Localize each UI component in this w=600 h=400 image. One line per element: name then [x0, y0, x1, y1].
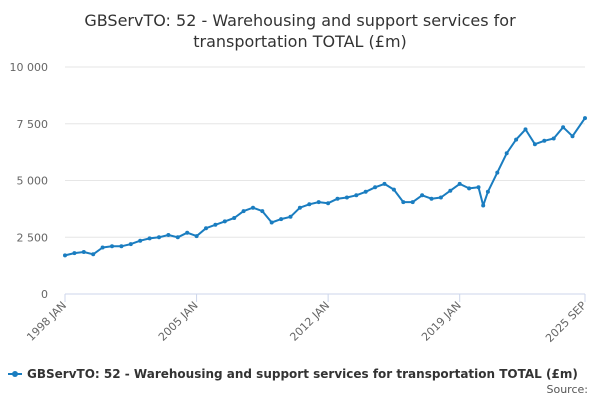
series-line [64, 117, 586, 257]
data-point[interactable] [260, 209, 265, 214]
y-tick-label: 5 000 [17, 175, 49, 188]
x-tick-label: 2025 SEP [543, 299, 589, 345]
data-point[interactable] [91, 252, 96, 257]
data-point[interactable] [514, 137, 519, 142]
data-point[interactable] [269, 220, 274, 225]
x-tick-label: 2005 JAN [156, 299, 201, 344]
data-point[interactable] [354, 193, 359, 198]
data-point[interactable] [119, 244, 124, 249]
data-point[interactable] [194, 234, 199, 239]
data-point[interactable] [307, 202, 312, 207]
legend-marker-icon [12, 371, 18, 377]
data-point[interactable] [373, 185, 378, 190]
data-point[interactable] [288, 214, 293, 219]
data-point[interactable] [401, 200, 406, 205]
data-point[interactable] [382, 181, 387, 186]
data-point[interactable] [335, 196, 340, 201]
data-point[interactable] [561, 125, 566, 130]
y-tick-label: 7 500 [17, 118, 49, 131]
data-point[interactable] [542, 138, 547, 143]
data-point[interactable] [100, 245, 105, 250]
y-axis-ticks: 0 2 500 5 000 7 500 10 000 [10, 61, 49, 301]
y-tick-label: 2 500 [17, 231, 49, 244]
data-point[interactable] [241, 209, 246, 214]
data-point[interactable] [222, 219, 227, 224]
data-point[interactable] [110, 244, 114, 249]
data-point[interactable] [485, 189, 490, 194]
data-point[interactable] [138, 238, 143, 243]
data-point[interactable] [175, 235, 180, 240]
data-point[interactable] [476, 185, 481, 190]
x-axis: 1998 JAN 2005 JAN 2012 JAN 2019 JAN 2025 SEP [24, 293, 589, 345]
data-point[interactable] [232, 216, 237, 220]
data-point[interactable] [481, 203, 486, 208]
data-point[interactable] [63, 253, 67, 258]
x-tick-label: 2019 JAN [419, 299, 464, 344]
series-plot [63, 116, 587, 258]
chart-title-line-2: transportation TOTAL (£m) [193, 32, 407, 51]
legend[interactable]: GBServTO: 52 - Warehousing and support s… [8, 367, 578, 381]
data-point[interactable] [420, 193, 425, 198]
grid-lines [65, 66, 585, 238]
data-point[interactable] [185, 230, 190, 235]
data-point[interactable] [448, 188, 453, 193]
chart-title-line-1: GBServTO: 52 - Warehousing and support s… [84, 11, 516, 30]
x-tick-label: 1998 JAN [24, 299, 69, 344]
data-point[interactable] [570, 134, 575, 139]
data-point[interactable] [457, 181, 462, 186]
data-point[interactable] [326, 201, 331, 206]
data-point[interactable] [166, 233, 171, 237]
data-point[interactable] [72, 251, 77, 256]
data-point[interactable] [81, 250, 86, 254]
data-point[interactable] [410, 200, 415, 205]
legend-label: GBServTO: 52 - Warehousing and support s… [27, 367, 578, 381]
data-point[interactable] [551, 136, 556, 141]
data-point[interactable] [504, 151, 509, 156]
data-point[interactable] [213, 222, 218, 227]
data-point[interactable] [204, 226, 208, 231]
data-point[interactable] [467, 186, 472, 191]
data-point[interactable] [147, 236, 152, 241]
data-point[interactable] [429, 196, 434, 201]
data-point[interactable] [583, 116, 587, 121]
data-point[interactable] [523, 127, 528, 132]
data-point[interactable] [157, 235, 161, 240]
x-tick-label: 2012 JAN [287, 299, 332, 344]
data-point[interactable] [279, 217, 284, 222]
data-point[interactable] [251, 205, 255, 210]
data-point[interactable] [316, 200, 321, 205]
data-point[interactable] [297, 205, 302, 210]
data-point[interactable] [495, 170, 500, 175]
data-point[interactable] [391, 187, 396, 192]
y-tick-label: 0 [41, 288, 48, 301]
data-point[interactable] [363, 189, 368, 194]
data-point[interactable] [344, 195, 349, 200]
data-point[interactable] [438, 195, 443, 200]
data-point[interactable] [532, 142, 537, 147]
y-tick-label: 10 000 [10, 61, 49, 74]
data-point[interactable] [128, 242, 133, 247]
source-label: Source: [547, 383, 589, 396]
